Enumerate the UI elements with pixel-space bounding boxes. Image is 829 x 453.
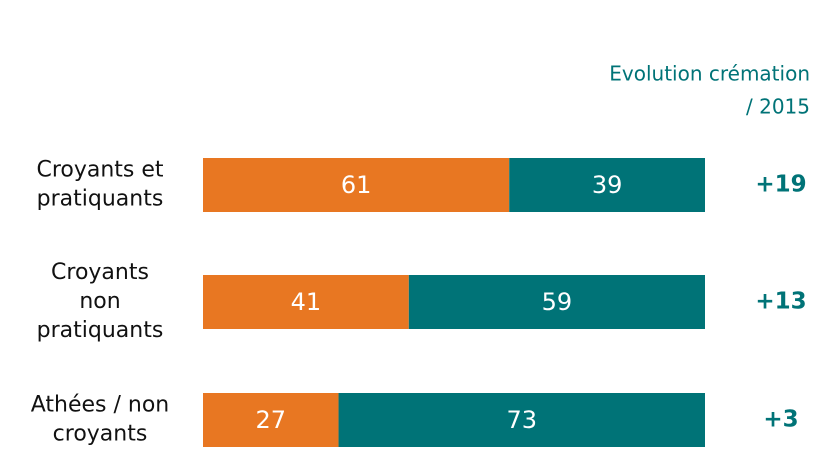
category-label: pratiquants [37,187,164,212]
value-label: 27 [255,406,286,434]
bar-segment [509,158,705,212]
value-label: 59 [542,288,573,316]
value-label: 73 [506,406,537,434]
category-label: Croyants et [36,158,163,183]
value-label: 61 [341,171,372,199]
category-label: Croyants [51,260,149,285]
value-label: 41 [291,288,322,316]
evolution-label: +19 [755,172,806,198]
value-label: 39 [592,171,623,199]
category-label: croyants [53,422,148,447]
bar-segment [203,275,409,329]
category-label: non [79,289,120,314]
category-label: pratiquants [37,318,164,343]
evolution-label: +3 [763,407,798,433]
annotation: / 2015 [746,95,810,119]
bar-segment [203,158,510,212]
bar-segment [203,393,339,447]
evolution-label: +13 [755,289,806,315]
bar-segment [408,275,705,329]
bar-segment [338,393,705,447]
annotation: Evolution crémation [609,62,810,86]
category-label: Athées / non [31,393,170,418]
